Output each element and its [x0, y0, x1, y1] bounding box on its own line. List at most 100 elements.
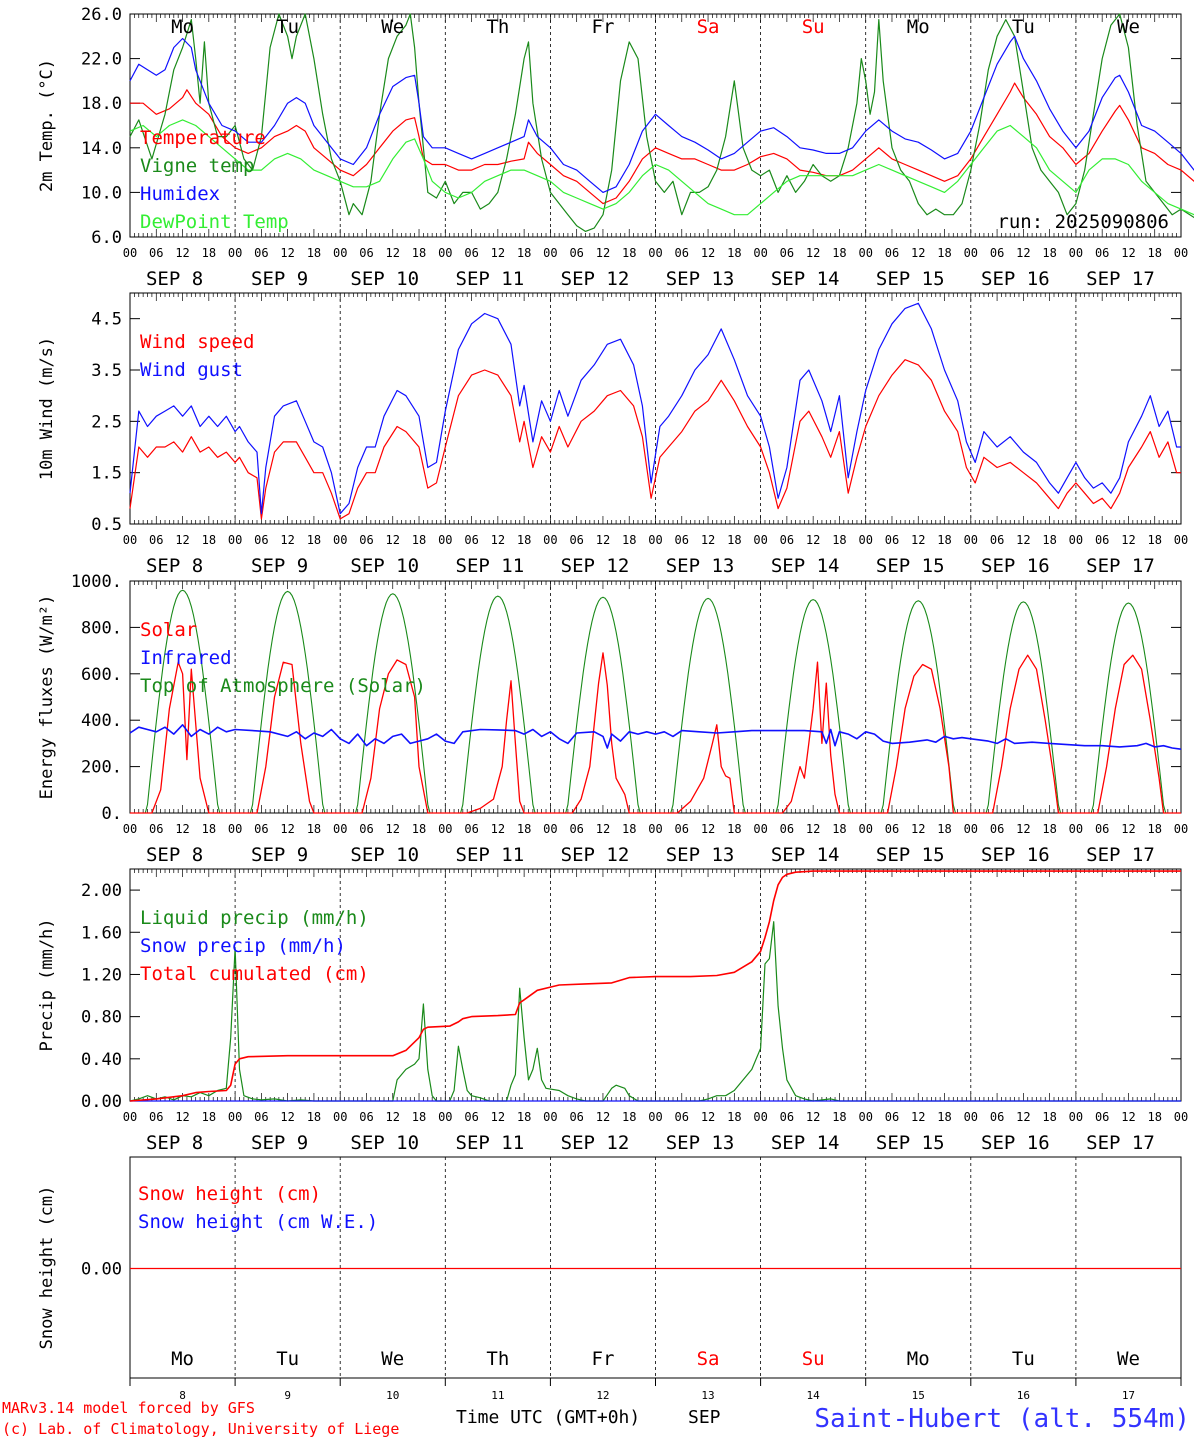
day-number-label: 10 — [386, 1389, 399, 1402]
hour-tick-label: 06 — [990, 1110, 1004, 1124]
hour-tick-label: 12 — [1121, 1110, 1135, 1124]
hour-tick-label: 00 — [753, 822, 767, 836]
legend-entry: Wind gust — [140, 359, 243, 381]
hour-tick-label: 00 — [1069, 822, 1083, 836]
hour-tick-label: 12 — [1016, 1110, 1030, 1124]
y-axis-label: Snow height (cm) — [37, 1186, 57, 1350]
hour-tick-label: 18 — [412, 533, 426, 547]
run-label: run: 2025090806 — [997, 211, 1169, 233]
hour-tick-label: 12 — [1121, 533, 1135, 547]
y-tick-label: 1.60 — [81, 923, 122, 943]
hour-tick-label: 06 — [885, 533, 899, 547]
lab-credit: (c) Lab. of Climatology, University of L… — [2, 1420, 399, 1438]
hour-tick-label: 00 — [858, 822, 872, 836]
hour-tick-label: 12 — [491, 822, 505, 836]
date-label: SEP 8 — [146, 555, 203, 577]
date-label: SEP 15 — [876, 268, 945, 290]
hour-tick-label: 18 — [727, 246, 741, 260]
hour-tick-label: 18 — [517, 1110, 531, 1124]
hour-tick-label: 00 — [438, 822, 452, 836]
series-line-wind-speed — [129, 359, 1181, 520]
y-tick-label: 6.0 — [91, 228, 122, 248]
hour-tick-label: 06 — [569, 822, 583, 836]
date-label: SEP 17 — [1086, 844, 1155, 866]
hour-tick-label: 06 — [254, 533, 268, 547]
date-label: SEP 15 — [876, 844, 945, 866]
legend-entry: Total cumulated (cm) — [140, 963, 369, 985]
weekday-label: Th — [486, 1348, 509, 1370]
hour-tick-label: 00 — [228, 1110, 242, 1124]
hour-tick-label: 12 — [175, 246, 189, 260]
hour-tick-label: 06 — [990, 533, 1004, 547]
panel-frame — [129, 13, 1182, 238]
hour-tick-label: 18 — [937, 822, 951, 836]
panel-2: 00 06 12 18 SEP 8 00 06 12 18 SEP 9 00 06 12 18 SEP 10… — [37, 292, 1188, 577]
hour-tick-label: 00 — [1174, 822, 1188, 836]
hour-tick-label: 00 — [228, 246, 242, 260]
hour-tick-label: 18 — [517, 533, 531, 547]
weekday-label: Fr — [592, 16, 615, 38]
y-tick-label: 0.40 — [81, 1050, 122, 1070]
hour-tick-label: 12 — [911, 1110, 925, 1124]
hour-tick-label: 00 — [228, 533, 242, 547]
legend-entry: Snow height (cm) — [138, 1183, 321, 1205]
hour-tick-label: 06 — [990, 246, 1004, 260]
hour-tick-label: 00 — [648, 246, 662, 260]
legend-entry: Liquid precip (mm/h) — [140, 907, 369, 929]
y-tick-label: 0.5 — [91, 515, 122, 535]
y-tick-label: 2.00 — [81, 881, 122, 901]
hour-tick-label: 12 — [175, 533, 189, 547]
hour-tick-label: 00 — [1069, 533, 1083, 547]
weekday-label: Mo — [907, 16, 930, 38]
series-line-infrared — [129, 724, 1182, 750]
hour-tick-label: 06 — [254, 246, 268, 260]
y-axis-label: 2m Temp. (°C) — [37, 59, 57, 192]
date-label: SEP 12 — [561, 555, 630, 577]
hour-tick-label: 12 — [280, 533, 294, 547]
hour-tick-label: 18 — [202, 1110, 216, 1124]
hour-tick-label: 06 — [569, 246, 583, 260]
hour-tick-label: 18 — [1147, 822, 1161, 836]
hour-tick-label: 18 — [307, 822, 321, 836]
hour-tick-label: 00 — [333, 822, 347, 836]
series-line-total-cumulated-cm- — [129, 870, 1181, 1102]
hour-tick-label: 00 — [964, 1110, 978, 1124]
y-axis-label: 10m Wind (m/s) — [37, 337, 57, 480]
date-label: SEP 10 — [350, 1132, 419, 1154]
hour-tick-label: 00 — [438, 246, 452, 260]
hour-tick-label: 06 — [254, 822, 268, 836]
hour-tick-label: 06 — [569, 1110, 583, 1124]
hour-tick-label: 00 — [333, 533, 347, 547]
hour-tick-label: 06 — [780, 533, 794, 547]
hour-tick-label: 06 — [885, 246, 899, 260]
hour-tick-label: 18 — [202, 246, 216, 260]
hour-tick-label: 00 — [753, 1110, 767, 1124]
date-label: SEP 11 — [456, 1132, 525, 1154]
date-label: SEP 9 — [251, 1132, 308, 1154]
y-tick-label: 26.0 — [81, 5, 122, 25]
hour-tick-label: 12 — [386, 246, 400, 260]
hour-tick-label: 12 — [175, 822, 189, 836]
hour-tick-label: 12 — [1016, 533, 1030, 547]
date-label: SEP 14 — [771, 844, 840, 866]
hour-tick-label: 00 — [228, 822, 242, 836]
date-label: SEP 11 — [456, 844, 525, 866]
hour-tick-label: 00 — [648, 822, 662, 836]
hour-tick-label: 00 — [333, 1110, 347, 1124]
hour-tick-label: 06 — [1095, 533, 1109, 547]
day-number-label: 13 — [701, 1389, 714, 1402]
y-tick-label: 18.0 — [81, 94, 122, 114]
hour-tick-label: 12 — [701, 533, 715, 547]
hour-tick-label: 12 — [596, 533, 610, 547]
hour-tick-label: 06 — [464, 246, 478, 260]
date-label: SEP 16 — [981, 844, 1050, 866]
y-axis-label: Precip (mm/h) — [37, 918, 57, 1051]
hour-tick-label: 00 — [648, 1110, 662, 1124]
date-label: SEP 14 — [771, 268, 840, 290]
hour-tick-label: 06 — [359, 246, 373, 260]
date-label: SEP 13 — [666, 844, 735, 866]
hour-tick-label: 00 — [1069, 1110, 1083, 1124]
hour-tick-label: 00 — [648, 533, 662, 547]
hour-tick-label: 06 — [1095, 246, 1109, 260]
y-tick-label: 22.0 — [81, 50, 122, 70]
